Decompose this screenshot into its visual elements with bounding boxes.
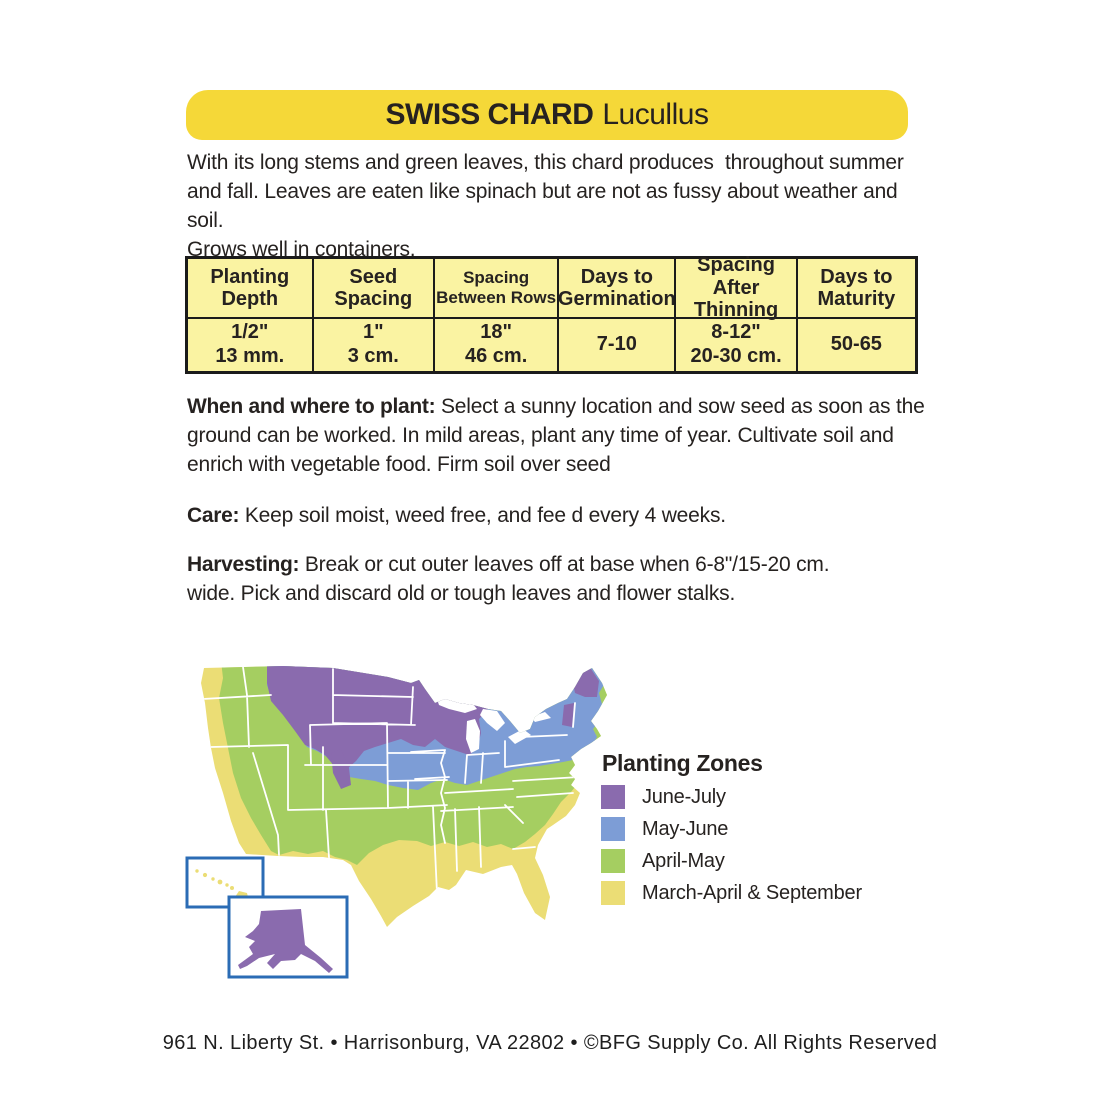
publisher-address-line: 961 N. Liberty St. • Harrisonburg, VA 22… — [162, 1032, 938, 1054]
col-header-days-to-germination: Days to Germination — [557, 259, 676, 319]
planting-spec-table: Planting Depth Seed Spacing Spacing Betw… — [185, 254, 918, 374]
legend-swatch-april-may — [601, 849, 625, 873]
zone-june-july-maine — [573, 666, 599, 697]
us-map-svg — [185, 666, 607, 979]
state-borders — [202, 666, 580, 894]
value-spacing-between-rows: 18" 46 cm. — [432, 319, 557, 371]
legend-item-may-june: May-June — [601, 817, 728, 841]
legend-label-june-july: June-July — [642, 785, 726, 808]
lake-erie — [508, 729, 531, 744]
legend-item-april-may: April-May — [601, 849, 725, 873]
lake-ontario — [531, 712, 551, 722]
section-label-harvesting: Harvesting: — [187, 553, 300, 576]
col-header-planting-depth: Planting Depth — [188, 259, 312, 319]
variety-name: SWISS CHARD — [385, 98, 594, 131]
value-planting-depth: 1/2" 13 mm. — [215, 321, 285, 367]
legend-title: Planting Zones — [602, 750, 763, 776]
section-label-care: Care: — [187, 504, 240, 527]
cultivar-name: Lucullus — [602, 98, 709, 131]
zone-june-july-rockies — [331, 749, 351, 789]
legend-swatch-june-july — [601, 785, 625, 809]
section-text-when: Select a sunny location and sow seed as … — [187, 395, 925, 476]
legend-label-april-may: April-May — [642, 849, 725, 872]
lake-michigan — [466, 719, 480, 753]
col-header-spacing-between-rows: Spacing Between Rows — [432, 259, 558, 319]
section-label-when: When and where to plant: — [187, 395, 436, 418]
legend-label-may-june: May-June — [642, 817, 729, 840]
description-text: With its long stems and green leaves, th… — [187, 151, 904, 261]
value-spacing-after-thinning: 8-12" 20-30 cm. — [674, 319, 795, 371]
zone-june-july-vermont — [562, 703, 574, 727]
col-header-spacing-after-thinning: Spacing After Thinning — [674, 254, 796, 321]
alaska-inset — [227, 895, 349, 979]
legend-item-june-july: June-July — [601, 785, 726, 809]
value-seed-spacing: 1" 3 cm. — [311, 319, 433, 371]
value-days-to-maturity: 50-65 — [795, 319, 915, 371]
section-text-care: Keep soil moist, weed free, and fee d ev… — [244, 504, 726, 527]
section-text-harvesting: Break or cut outer leaves off at base wh… — [187, 553, 830, 605]
legend-swatch-may-june — [601, 817, 625, 841]
title-banner: SWISS CHARD Lucullus — [186, 90, 908, 140]
alaska-shape — [238, 909, 333, 973]
section-care: Care: Keep soil moist, weed free, and fe… — [187, 501, 935, 530]
planting-zones-map — [183, 653, 623, 988]
section-when-and-where: When and where to plant: Select a sunny … — [187, 392, 935, 479]
lake-huron — [480, 709, 505, 731]
col-header-seed-spacing: Seed Spacing — [311, 259, 433, 319]
col-header-days-to-maturity: Days to Maturity — [795, 259, 915, 319]
section-harvesting: Harvesting: Break or cut outer leaves of… — [187, 550, 935, 608]
legend-item-march-april-september: March-April & September — [601, 881, 862, 905]
legend-swatch-march-april-september — [601, 881, 625, 905]
legend-label-march-april-september: March-April & September — [642, 881, 862, 904]
value-days-to-germination: 7-10 — [557, 319, 674, 371]
